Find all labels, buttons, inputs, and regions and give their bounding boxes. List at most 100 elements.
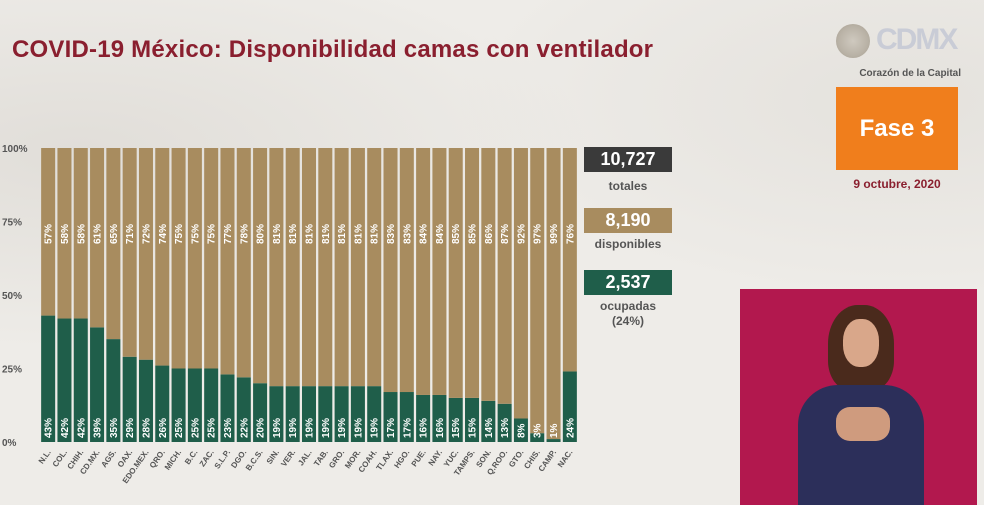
bar-occupied: [350, 386, 365, 442]
bar-available: [546, 148, 561, 440]
data-label-occupied: 29%: [125, 418, 136, 438]
bar-occupied: [367, 386, 382, 442]
data-label-available: 65%: [109, 224, 120, 244]
data-label-available: 74%: [158, 224, 169, 244]
bar-occupied: [285, 386, 300, 442]
occupied-beds-percent: (24%): [611, 314, 644, 328]
data-label-available: 58%: [76, 224, 87, 244]
bar-occupied: [122, 356, 137, 442]
data-label-available: 80%: [256, 224, 267, 244]
bar-occupied: [513, 418, 528, 442]
bar-occupied: [187, 368, 202, 442]
x-tick-label: S.L.P.: [213, 448, 233, 471]
bar-available: [220, 148, 235, 375]
data-label-available: 57%: [44, 224, 55, 244]
available-beds-label: disponibles: [594, 237, 662, 251]
data-label-occupied: 19%: [321, 418, 332, 438]
bar-occupied: [236, 377, 251, 442]
data-label-occupied: 25%: [207, 418, 218, 438]
data-label-available: 81%: [288, 224, 299, 244]
data-label-available: 76%: [565, 224, 576, 244]
bar-occupied: [73, 318, 88, 442]
bar-available: [497, 148, 512, 404]
bar-available: [41, 148, 56, 316]
x-tick-label: NAY.: [427, 448, 444, 467]
data-label-available: 83%: [402, 224, 413, 244]
bar-available: [367, 148, 382, 387]
data-label-available: 85%: [451, 224, 462, 244]
data-label-occupied: 1%: [549, 423, 560, 438]
data-label-available: 81%: [321, 224, 332, 244]
bar-available: [122, 148, 137, 357]
bar-available: [204, 148, 219, 369]
x-tick-label: MICH.: [163, 448, 183, 472]
data-label-available: 81%: [353, 224, 364, 244]
bar-available: [106, 148, 121, 340]
bar-available: [187, 148, 202, 369]
cdmx-logo: CDMX Corazón de la Capital: [836, 20, 961, 82]
bar-occupied: [465, 397, 480, 442]
data-label-occupied: 24%: [565, 418, 576, 438]
bar-occupied: [171, 368, 186, 442]
data-label-available: 61%: [93, 224, 104, 244]
bar-available: [90, 148, 105, 328]
interpreter-hands: [836, 407, 890, 441]
data-label-available: 72%: [141, 224, 152, 244]
bar-occupied: [416, 394, 431, 442]
bar-available: [236, 148, 251, 378]
bar-available: [253, 148, 268, 384]
bar-available: [318, 148, 333, 387]
data-label-occupied: 20%: [256, 418, 267, 438]
data-label-occupied: 16%: [419, 418, 430, 438]
data-label-occupied: 22%: [239, 418, 250, 438]
data-label-occupied: 16%: [435, 418, 446, 438]
interpreter-face: [843, 319, 879, 367]
data-label-available: 83%: [386, 224, 397, 244]
cdmx-logo-mark: CDMX: [876, 23, 958, 56]
y-tick-label: 0%: [2, 438, 17, 449]
logo-subtitle: Corazón de la Capital: [859, 68, 961, 79]
bar-occupied: [448, 397, 463, 442]
x-tick-label: TLAX.: [375, 448, 396, 472]
government-seal-icon: [836, 24, 870, 58]
bar-available: [383, 148, 398, 393]
bar-available: [432, 148, 447, 395]
x-tick-label: PUE.: [410, 448, 428, 468]
bar-occupied: [253, 383, 268, 442]
bar-available: [73, 148, 88, 319]
data-label-occupied: 19%: [288, 418, 299, 438]
data-label-available: 81%: [370, 224, 381, 244]
data-label-available: 92%: [516, 224, 527, 244]
data-label-available: 75%: [207, 224, 218, 244]
bar-available: [57, 148, 72, 319]
bar-occupied: [562, 371, 577, 442]
bar-available: [513, 148, 528, 419]
bar-available: [301, 148, 317, 387]
total-beds-value: 10,727: [584, 147, 672, 172]
data-label-available: 58%: [60, 224, 71, 244]
bar-occupied: [432, 394, 447, 442]
data-label-available: 75%: [190, 224, 201, 244]
data-label-available: 87%: [500, 224, 511, 244]
data-label-occupied: 15%: [451, 418, 462, 438]
interpreter-body: [798, 385, 924, 505]
bar-available: [155, 148, 170, 366]
data-label-occupied: 19%: [353, 418, 364, 438]
x-tick-label: VER.: [279, 448, 297, 468]
data-label-available: 84%: [419, 224, 430, 244]
bar-occupied: [220, 374, 235, 442]
data-label-occupied: 19%: [337, 418, 348, 438]
data-label-occupied: 13%: [500, 418, 511, 438]
bar-occupied: [334, 386, 349, 442]
bar-available: [269, 148, 284, 387]
bar-available: [334, 148, 349, 387]
data-label-occupied: 19%: [370, 418, 381, 438]
bar-available: [171, 148, 186, 369]
bar-occupied: [383, 392, 398, 442]
x-tick-label: HGO.: [392, 448, 411, 470]
data-label-available: 75%: [174, 224, 185, 244]
page-title: COVID-19 México: Disponibilidad camas co…: [12, 36, 654, 63]
bar-occupied: [269, 386, 284, 442]
y-tick-label: 50%: [2, 291, 22, 302]
data-label-occupied: 26%: [158, 418, 169, 438]
